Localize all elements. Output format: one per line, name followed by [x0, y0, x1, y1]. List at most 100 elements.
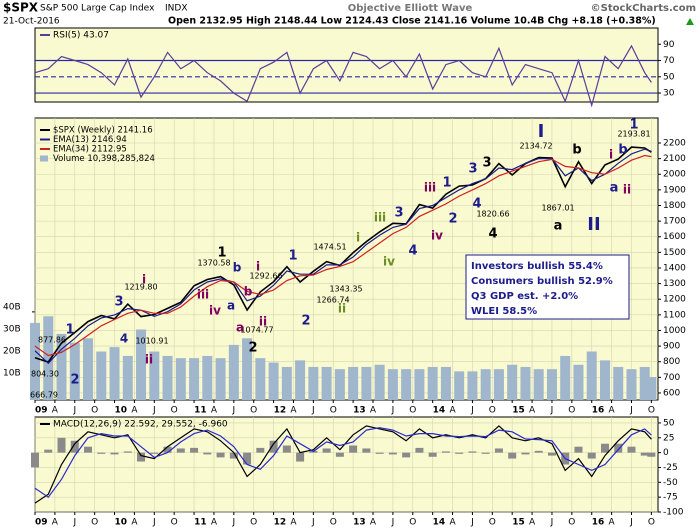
- legend-label: EMA(34) 2112.95: [53, 145, 127, 155]
- annotation: a: [227, 299, 235, 313]
- bar: [109, 347, 120, 400]
- y-tick-label: 1600: [663, 232, 686, 242]
- bar: [83, 338, 94, 400]
- annotation: i: [256, 260, 260, 274]
- bar: [44, 449, 53, 453]
- bar: [202, 355, 213, 400]
- x-tick-label: 12: [274, 518, 287, 528]
- bar: [57, 437, 66, 453]
- x-tick-label: O: [489, 518, 496, 528]
- x-tick-label: 11: [194, 518, 207, 528]
- bar: [626, 369, 637, 400]
- note-text: Consumers bullish 52.9%: [471, 276, 613, 287]
- bar: [122, 355, 133, 400]
- x-tick-label: 10: [115, 406, 128, 416]
- date: 21-Oct-2016: [3, 17, 60, 27]
- y-tick-label: 0: [663, 448, 669, 458]
- series-line: [34, 427, 652, 499]
- bar: [573, 364, 584, 400]
- bar: [136, 329, 147, 400]
- y-tick-label: 1400: [663, 263, 686, 273]
- legend-label: EMA(13) 2146.94: [53, 135, 127, 145]
- bar: [137, 452, 146, 462]
- bar: [110, 452, 119, 455]
- annotation: 4: [120, 332, 128, 346]
- x-tick-label: O: [489, 406, 496, 416]
- x-tick-label: A: [211, 406, 218, 416]
- bar: [387, 369, 398, 400]
- x-tick-label: A: [131, 406, 138, 416]
- annotation: a: [236, 321, 244, 335]
- x-tick-label: J: [152, 406, 156, 416]
- x-tick-label: A: [609, 406, 616, 416]
- bar: [69, 342, 80, 400]
- bar: [296, 452, 305, 462]
- bar: [441, 451, 450, 453]
- annotation: 877.86: [38, 336, 66, 345]
- x-tick-label: 09: [35, 406, 48, 416]
- x-tick-label: J: [72, 406, 76, 416]
- bar: [163, 446, 172, 453]
- x-tick-label: O: [330, 406, 337, 416]
- annotation: 2134.72: [519, 142, 552, 151]
- y-tick-label: 1000: [663, 326, 686, 336]
- x-tick-label: 16: [592, 406, 605, 416]
- bar: [335, 452, 344, 457]
- y-tick-label: 1800: [663, 201, 686, 211]
- annotation: 1: [442, 176, 451, 191]
- bar: [268, 362, 279, 400]
- bar: [361, 366, 372, 400]
- annotation: I: [538, 121, 545, 142]
- x-tick-label: J: [311, 518, 315, 528]
- x-tick-label: O: [171, 406, 178, 416]
- series-line: [34, 44, 652, 108]
- series-line: [34, 425, 652, 504]
- annotation: 1219.80: [124, 283, 157, 292]
- y-tick-label: 1200: [663, 295, 686, 305]
- annotation: 1074.77: [240, 326, 273, 335]
- x-tick-label: J: [629, 406, 633, 416]
- bar: [375, 452, 384, 454]
- bar: [176, 448, 185, 453]
- bar: [646, 377, 657, 400]
- annotation: iii: [424, 181, 436, 195]
- series-line: [34, 146, 652, 363]
- bar: [427, 366, 438, 400]
- bar: [243, 452, 252, 465]
- annotation: 1: [629, 118, 638, 133]
- bar: [256, 447, 265, 453]
- bar: [508, 452, 517, 459]
- bar: [175, 358, 186, 400]
- annotation: ii: [623, 183, 631, 197]
- annotation: 1370.58: [197, 259, 230, 268]
- y-tick-label: 1900: [663, 185, 686, 195]
- annotation: 1: [217, 246, 226, 261]
- y-tick-label: -75: [663, 493, 678, 503]
- x-tick-label: J: [629, 518, 633, 528]
- x-tick-label: O: [568, 406, 575, 416]
- bar: [494, 448, 503, 453]
- annotation: iii: [197, 288, 209, 302]
- bar: [43, 316, 54, 400]
- annotation: 2: [448, 212, 457, 227]
- y-tick-label: 50: [663, 72, 675, 82]
- x-tick-label: J: [232, 518, 236, 528]
- bar: [334, 369, 345, 400]
- bar: [414, 369, 425, 400]
- x-tick-label: J: [311, 406, 315, 416]
- bar: [269, 440, 278, 453]
- quote: Open 2132.95 High 2148.44 Low 2124.43 Cl…: [168, 16, 656, 27]
- panel-title: MACD(12,26,9) 22.592, 29.552, -6.960: [53, 420, 228, 430]
- x-tick-label: 14: [433, 406, 446, 416]
- annotation: iv: [209, 304, 221, 318]
- bar: [468, 451, 477, 453]
- bar: [647, 452, 656, 457]
- y-tick-label: 50: [663, 418, 675, 428]
- x-tick-label: A: [52, 406, 59, 416]
- bar: [348, 366, 359, 400]
- annotation: i: [356, 231, 360, 245]
- y-tick-label: 90: [663, 40, 675, 50]
- bar: [295, 360, 306, 400]
- legend-label: Volume 10,398,285,824: [53, 154, 155, 164]
